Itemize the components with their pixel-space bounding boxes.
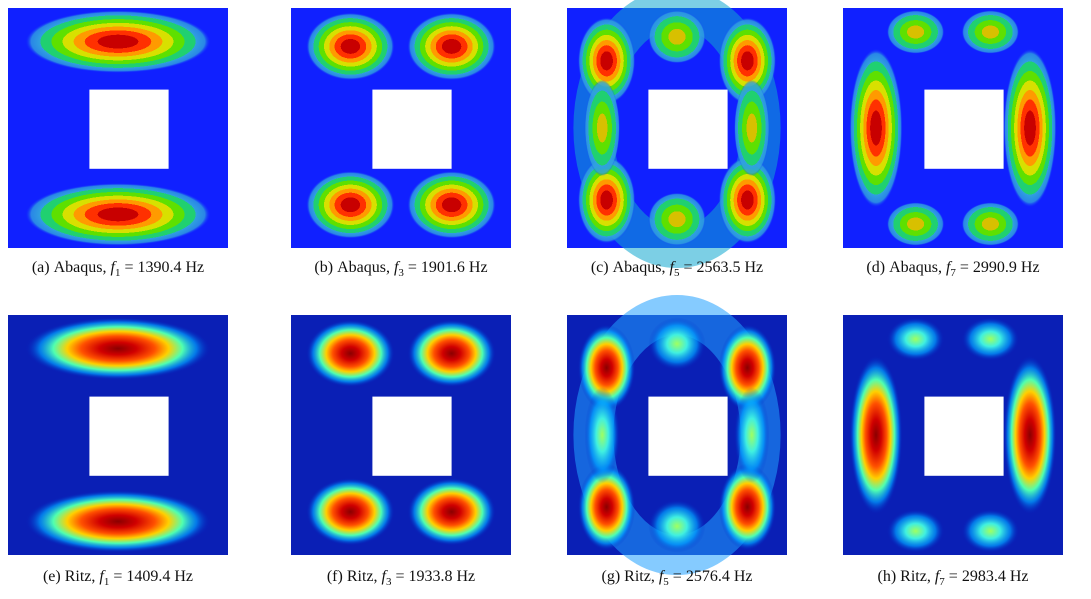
mode-lobe xyxy=(962,509,1019,552)
mode-lobe xyxy=(648,500,705,553)
mode-lobe xyxy=(887,317,944,360)
mode-lobe xyxy=(887,10,944,53)
mode-lobe xyxy=(1004,356,1057,514)
cutout xyxy=(89,90,168,169)
mode-lobe xyxy=(306,13,394,80)
caption-label: (h) xyxy=(878,568,897,585)
caption-label: (c) xyxy=(591,259,609,276)
cutout xyxy=(372,90,451,169)
caption-index: 7 xyxy=(950,267,956,279)
cutout xyxy=(924,90,1003,169)
mode-lobe xyxy=(26,490,211,552)
caption-method: Abaqus, xyxy=(337,259,390,276)
caption-value: = 2983.4 Hz xyxy=(949,568,1029,585)
caption-method: Abaqus, xyxy=(889,259,942,276)
mode-lobe xyxy=(734,80,769,176)
mode-shape-panel xyxy=(843,8,1063,248)
mode-lobe xyxy=(26,10,211,72)
mode-shape-panel xyxy=(567,315,787,555)
caption: (d)Abaqus,f7= 2990.9 Hz xyxy=(866,259,1039,279)
mode-lobe xyxy=(962,10,1019,53)
caption-index: 3 xyxy=(386,576,392,588)
caption-value: = 1901.6 Hz xyxy=(408,259,488,276)
caption-label: (g) xyxy=(602,568,621,585)
figure: (a)Abaqus,f1= 1390.4 Hz(b)Abaqus,f3= 190… xyxy=(0,0,1091,599)
caption-index: 3 xyxy=(398,267,404,279)
mode-lobe xyxy=(850,356,903,514)
mode-lobe xyxy=(1004,49,1057,207)
mode-lobe xyxy=(408,171,496,238)
mode-lobe xyxy=(585,387,620,483)
caption-method: Abaqus, xyxy=(54,259,107,276)
caption: (a)Abaqus,f1= 1390.4 Hz xyxy=(32,259,204,279)
caption-method: Ritz, xyxy=(65,568,96,585)
mode-shape-panel xyxy=(567,8,787,248)
caption: (e)Ritz,f1= 1409.4 Hz xyxy=(43,568,193,588)
caption-label: (d) xyxy=(866,259,885,276)
mode-lobe xyxy=(408,478,496,545)
mode-lobe xyxy=(887,202,944,245)
mode-shape-panel xyxy=(291,315,511,555)
caption-method: Ritz, xyxy=(900,568,931,585)
caption-value: = 2563.5 Hz xyxy=(683,259,763,276)
caption-index: 7 xyxy=(939,576,945,588)
mode-shape-panel xyxy=(291,8,511,248)
cutout xyxy=(372,397,451,476)
cutout xyxy=(648,90,727,169)
mode-lobe xyxy=(734,387,769,483)
caption: (h)Ritz,f7= 2983.4 Hz xyxy=(878,568,1029,588)
caption-value: = 1390.4 Hz xyxy=(124,259,204,276)
caption: (b)Abaqus,f3= 1901.6 Hz xyxy=(314,259,487,279)
mode-lobe xyxy=(850,49,903,207)
mode-lobe xyxy=(26,317,211,379)
caption: (f)Ritz,f3= 1933.8 Hz xyxy=(327,568,475,588)
caption-method: Abaqus, xyxy=(613,259,666,276)
caption-index: 5 xyxy=(674,267,680,279)
cutout xyxy=(89,397,168,476)
mode-shape-panel xyxy=(843,315,1063,555)
mode-lobe xyxy=(648,317,705,370)
caption-method: Ritz, xyxy=(347,568,378,585)
mode-lobe xyxy=(648,193,705,246)
mode-lobe xyxy=(962,202,1019,245)
caption-label: (f) xyxy=(327,568,343,585)
caption-label: (b) xyxy=(314,259,333,276)
mode-lobe xyxy=(306,320,394,387)
mode-shape-panel xyxy=(8,8,228,248)
caption-label: (a) xyxy=(32,259,50,276)
mode-shape-panel xyxy=(8,315,228,555)
mode-lobe xyxy=(962,317,1019,360)
mode-lobe xyxy=(585,80,620,176)
caption-value: = 2576.4 Hz xyxy=(673,568,753,585)
caption-index: 1 xyxy=(115,267,121,279)
caption-index: 5 xyxy=(663,576,669,588)
mode-lobe xyxy=(887,509,944,552)
mode-lobe xyxy=(306,171,394,238)
mode-lobe xyxy=(408,13,496,80)
cutout xyxy=(924,397,1003,476)
mode-lobe xyxy=(306,478,394,545)
mode-lobe xyxy=(648,10,705,63)
caption-value: = 1409.4 Hz xyxy=(113,568,193,585)
caption-value: = 1933.8 Hz xyxy=(395,568,475,585)
mode-lobe xyxy=(26,183,211,245)
caption-label: (e) xyxy=(43,568,61,585)
caption-value: = 2990.9 Hz xyxy=(960,259,1040,276)
cutout xyxy=(648,397,727,476)
caption: (g)Ritz,f5= 2576.4 Hz xyxy=(602,568,753,588)
caption-index: 1 xyxy=(104,576,110,588)
mode-lobe xyxy=(408,320,496,387)
caption-method: Ritz, xyxy=(624,568,655,585)
